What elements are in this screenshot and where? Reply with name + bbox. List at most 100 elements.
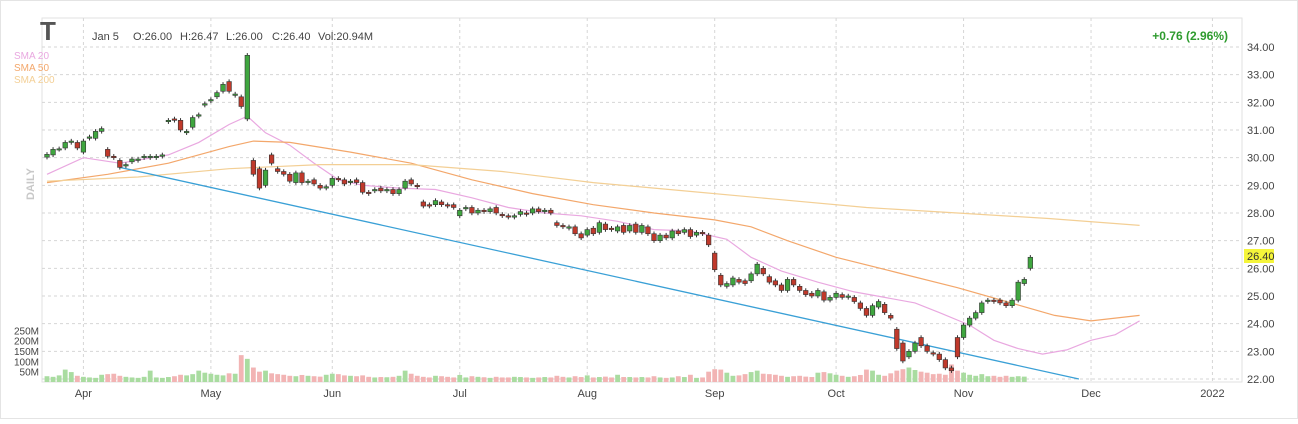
candle: [493, 205, 499, 216]
price-tick-label: 28.00: [1247, 208, 1275, 220]
candle-body: [74, 142, 80, 149]
candle: [918, 335, 924, 349]
candle-body: [250, 160, 256, 175]
candle: [967, 315, 973, 328]
volume-bar: [809, 377, 815, 382]
candle: [839, 292, 845, 300]
candle-body: [882, 303, 888, 313]
volume-bar: [675, 376, 681, 382]
volume-bar: [50, 376, 56, 382]
volume-bar: [615, 374, 620, 382]
candle-body: [99, 128, 105, 132]
candle-body: [809, 292, 815, 297]
candle: [536, 206, 542, 214]
volume-bar: [366, 376, 372, 382]
legend-sma50: SMA 50: [14, 63, 49, 74]
candle-body: [954, 337, 961, 358]
candle: [268, 152, 275, 166]
candle: [815, 288, 821, 299]
candle-body: [791, 279, 797, 286]
candle-body: [177, 120, 184, 131]
volume-bar: [305, 375, 311, 382]
volume-bar: [281, 374, 287, 382]
candle-body: [287, 173, 293, 182]
candle-body: [536, 208, 542, 212]
volume-bar: [202, 372, 208, 382]
candle: [851, 295, 857, 304]
price-tick-label: 30.00: [1247, 153, 1275, 165]
candle-body: [523, 212, 530, 215]
candle: [602, 221, 609, 232]
candle-body: [803, 290, 809, 295]
candle-body: [863, 308, 870, 316]
candle: [954, 335, 961, 360]
volume-bar: [105, 374, 111, 382]
candle: [784, 277, 791, 293]
candle: [845, 293, 851, 300]
candle-body: [432, 200, 439, 206]
candles: [44, 53, 1033, 373]
candle-body: [220, 84, 226, 92]
candle: [809, 291, 815, 299]
candle-body: [80, 140, 87, 153]
volume-bar: [117, 375, 123, 382]
candle-body: [894, 328, 900, 349]
candle-body: [596, 222, 602, 233]
candle: [390, 187, 396, 196]
volume-bar: [991, 375, 997, 382]
candle-body: [347, 180, 354, 183]
volume-bar: [760, 373, 766, 382]
volume-bar: [348, 375, 353, 382]
volume-bar: [918, 371, 924, 382]
candle: [505, 213, 511, 220]
volume-bar: [870, 370, 875, 382]
candle-body: [633, 223, 639, 233]
period-label: DAILY: [25, 167, 37, 200]
candle: [420, 199, 426, 209]
candle-body: [681, 229, 687, 233]
date-tick-label: 2022: [1200, 388, 1224, 400]
candle-body: [457, 209, 463, 217]
volume-bar: [572, 376, 578, 382]
candle-body: [262, 169, 269, 186]
date-tick-label: Aug: [577, 388, 597, 400]
candle: [196, 112, 202, 119]
candle-body: [50, 149, 56, 156]
candle-body: [948, 367, 955, 371]
candle: [663, 232, 669, 241]
volume-bar: [821, 372, 827, 382]
candle: [366, 190, 372, 196]
volume-bar: [93, 377, 98, 382]
candle: [432, 198, 439, 207]
candle-body: [414, 185, 420, 188]
candle-body: [918, 337, 924, 347]
price-tick-label: 33.00: [1247, 70, 1275, 82]
header-open: O:26.00: [133, 31, 172, 43]
volume-bar: [839, 375, 845, 382]
volume-bar: [414, 375, 420, 382]
price-tick-label: 29.00: [1247, 180, 1275, 192]
candle-body: [305, 180, 311, 183]
candle-body: [341, 179, 348, 185]
candle: [621, 223, 627, 235]
candle: [766, 274, 772, 285]
volume-bar: [317, 376, 323, 382]
candle: [153, 154, 159, 160]
candle-body: [736, 279, 742, 283]
volume-bar: [803, 376, 809, 382]
volume-bar: [936, 373, 942, 382]
volume-bar: [147, 370, 153, 382]
volume-bar: [967, 374, 973, 382]
volume-bar: [396, 375, 402, 382]
volume-bar: [196, 370, 202, 382]
header-change: +0.76 (2.96%): [1152, 29, 1228, 43]
candle-body: [196, 114, 202, 117]
volume-bar: [493, 376, 499, 382]
candle-body: [1009, 299, 1015, 306]
candle-body: [111, 155, 117, 158]
candle-body: [699, 232, 706, 235]
volume-bar: [791, 376, 797, 382]
volume-bar: [985, 376, 991, 382]
candle-body: [857, 302, 863, 309]
candle-body: [372, 189, 378, 192]
